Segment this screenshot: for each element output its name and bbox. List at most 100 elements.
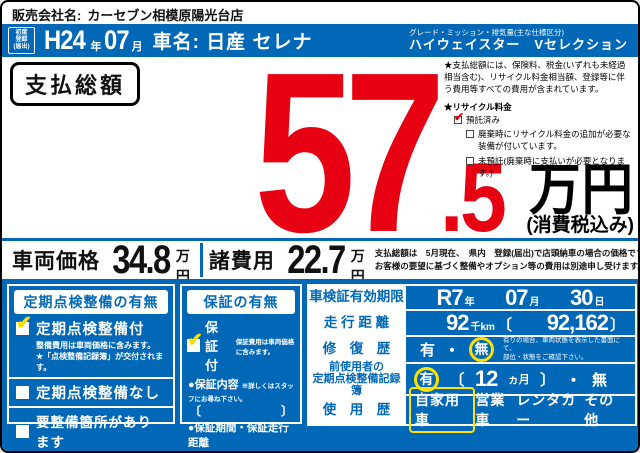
first-registration-badge: 初度 登録 (届出) — [8, 27, 35, 54]
expiry-era-year: R7 — [436, 284, 463, 310]
row-label: 前使用者の 定期点検整備記録簿 — [309, 360, 406, 398]
checkbox-unchecked — [16, 424, 29, 438]
band-note-2: お客様の要望に基づく整備やオプション等の費用は別途申し受けます。 — [374, 261, 640, 271]
badge-line: 登録 — [15, 37, 28, 44]
badge-line: 初度 — [15, 30, 28, 37]
price-unit: 万円 — [529, 157, 634, 221]
car-label: 車名: — [152, 32, 207, 53]
grade-value: ハイウェイスター Vセレクション — [408, 37, 628, 53]
bracket-open: 〔 — [496, 316, 512, 334]
separator-dot: ・ — [444, 343, 461, 361]
unit: 年 — [464, 296, 475, 308]
repair-no-circled: 無 — [469, 336, 495, 362]
table-row-inspection-expiry: 車検証有効期限 R7 年 07 月 30 日 — [309, 286, 635, 312]
row-value: R7 年 07 月 30 日 — [406, 286, 635, 309]
bracket-close: 〕 — [280, 404, 293, 418]
warranty-with-row: ✔ 保証付 保証費用は車両価格に含みます。 — [182, 316, 300, 375]
badge-line: (届出) — [13, 43, 30, 50]
repair-yes: 有 — [420, 341, 436, 359]
row-label: 修 復 歴 — [309, 336, 406, 362]
row-value: 有 ・ 無 有りの場合、車両状態を表示した書面にて、 部位・状態をご確認下さい。 — [406, 337, 635, 362]
note-line: 有りの場合、車両状態を表示した書面にて、 — [503, 336, 621, 353]
warranty-with-note: 保証費用は車両価格に含みます。 — [235, 338, 295, 356]
recycle-fee-title: ★リサイクル料金 — [444, 101, 512, 112]
price-integer: 57 — [253, 26, 446, 281]
red-check-icon: ✔ — [454, 109, 465, 124]
recycle-not-deposited-label: 未預託(廃棄時に支払いが必要となります。) — [478, 156, 626, 179]
car-name-line: 車名: 日産 セレナ — [153, 27, 313, 54]
dealer-label: 販売会社名: — [12, 8, 82, 23]
bracket-open: 〔 — [449, 371, 465, 389]
row-label: 走 行 距 離 — [309, 311, 406, 335]
recycle-not-deposited-row: 未預託(廃棄時に支払いが必要となります。) — [466, 156, 632, 180]
maintenance-option-needed: 要整備箇所があります — [9, 409, 173, 451]
warranty-content-note: ※詳しくはスタッフにお尋ね下さい。 — [188, 383, 294, 403]
record-months-unit: ヵ月 — [507, 374, 530, 386]
details-table: 車検証有効期限 R7 年 07 月 30 日 走 行 距 離 92 千km 〔 92,16… — [307, 284, 637, 433]
maintenance-with-label: 定期点検整備付 — [36, 322, 145, 338]
box-divider — [9, 377, 173, 380]
yellow-check-icon: ✔ — [16, 313, 33, 334]
note-line: 整備費用は車両価格に含みます。 — [36, 341, 156, 350]
checkbox-checked: ✔ — [16, 314, 32, 335]
note-line: 部位・状態をご確認下さい。 — [503, 353, 588, 361]
maintenance-needed-label: 要整備箇所があります — [36, 415, 152, 451]
repair-note: 有りの場合、車両状態を表示した書面にて、 部位・状態をご確認下さい。 — [503, 337, 635, 362]
yellow-check-icon: ✔ — [187, 330, 204, 351]
label-line: 定期点検整備記録簿 — [312, 372, 401, 398]
bracket-open: 〔 — [189, 404, 202, 418]
checkbox-unchecked — [16, 386, 29, 400]
maintenance-with-note: 整備費用は車両価格に含みます。 ★「点検整備記録簿」が交付されます。 — [9, 341, 173, 376]
band-note-1: 支払総額は 5月現在、 県内 登録(届出)で店頭納車の場合の価格です。 — [374, 247, 640, 258]
box-divider — [9, 406, 173, 409]
recycle-extra-row: 廃棄時にリサイクル料金の追加が必要な装備が付いています。 — [466, 129, 632, 153]
record-yes-circled: 有 — [414, 366, 439, 392]
maintenance-option-none: 定期点検整備なし — [9, 380, 173, 405]
fees-label: 諸費用 — [208, 250, 275, 273]
row-value: 92 千km 〔 92,162 〕 — [406, 311, 635, 334]
unit: 千km — [470, 321, 495, 333]
maintenance-option-with: ✔ 定期点検整備付 — [9, 314, 173, 341]
band-divider — [199, 243, 203, 277]
registration-month: 07 — [103, 25, 130, 55]
unit: 月 — [529, 296, 540, 308]
warranty-content-row: ●保証内容 ※詳しくはスタッフにお尋ね下さい。 — [182, 375, 300, 405]
warranty-period-field: 〔 12 ヵ月 又は 千km 〕 — [206, 451, 232, 452]
grade-caption: グレード・ミッション・排気量(主な仕様区分) — [408, 27, 564, 37]
blue-divider-rule — [2, 238, 638, 241]
total-includes-note: ★支払総額には、保険料、税金(いずれも未経過相当含む)、リサイクル料金相当額、登… — [444, 60, 626, 94]
vehicle-price-label: 車両価格 — [12, 250, 100, 273]
checkbox-checked: ✔ — [187, 331, 203, 352]
bracket-close: 〕 — [609, 316, 625, 334]
car-name: 日産 セレナ — [206, 32, 313, 53]
record-months: 12 — [474, 366, 499, 391]
warranty-with-label: 保証付 — [205, 320, 220, 373]
checkbox-checked: ✔ — [454, 111, 464, 124]
warranty-months: 12 — [206, 451, 232, 452]
row-label: 使 用 歴 — [309, 396, 406, 424]
maintenance-title: 定期点検整備の有無 — [14, 290, 168, 314]
expiry-day: 30 — [570, 284, 594, 310]
month-unit: 月 — [131, 40, 143, 53]
price-band: 車両価格 34.8 万円 諸費用 22.7 万円 支払総額は 5月現在、 県内 … — [2, 238, 640, 284]
maintenance-none-label: 定期点検整備なし — [36, 386, 160, 403]
usage-private-selected: 自家用車 — [409, 387, 476, 433]
details-panel: 定期点検整備の有無 ✔ 定期点検整備付 整備費用は車両価格に含みます。 ★「点検… — [2, 279, 638, 452]
checkbox-unchecked — [466, 130, 474, 139]
vehicle-price-value: 34.8 — [112, 238, 171, 282]
recycle-deposited-row: ✔ 預託済み — [454, 111, 632, 127]
unit: 日 — [594, 296, 605, 308]
mileage-thousand-km: 92 — [446, 309, 470, 335]
total-price-label: 支払総額 — [10, 62, 141, 106]
label-line: 前使用者の — [329, 360, 384, 373]
table-row-repair-history: 修 復 歴 有 ・ 無 有りの場合、車両状態を表示した書面にて、 部位・状態をご… — [309, 336, 635, 364]
row-value: 自家用車 営業車 レンタカー その他 — [406, 387, 635, 433]
registration-era-year: H24 — [44, 25, 86, 55]
record-no: 無 — [591, 371, 607, 389]
year-unit: 年 — [90, 40, 102, 53]
note-line: ★「点検整備記録簿」が交付されます。 — [36, 351, 164, 372]
price-band-notes: 支払総額は 5月現在、 県内 登録(届出)で店頭納車の場合の価格です。 お客様の… — [374, 247, 640, 273]
usage-commercial: 営業車 — [475, 392, 506, 428]
recycle-deposited-label: 預託済み — [466, 114, 501, 125]
